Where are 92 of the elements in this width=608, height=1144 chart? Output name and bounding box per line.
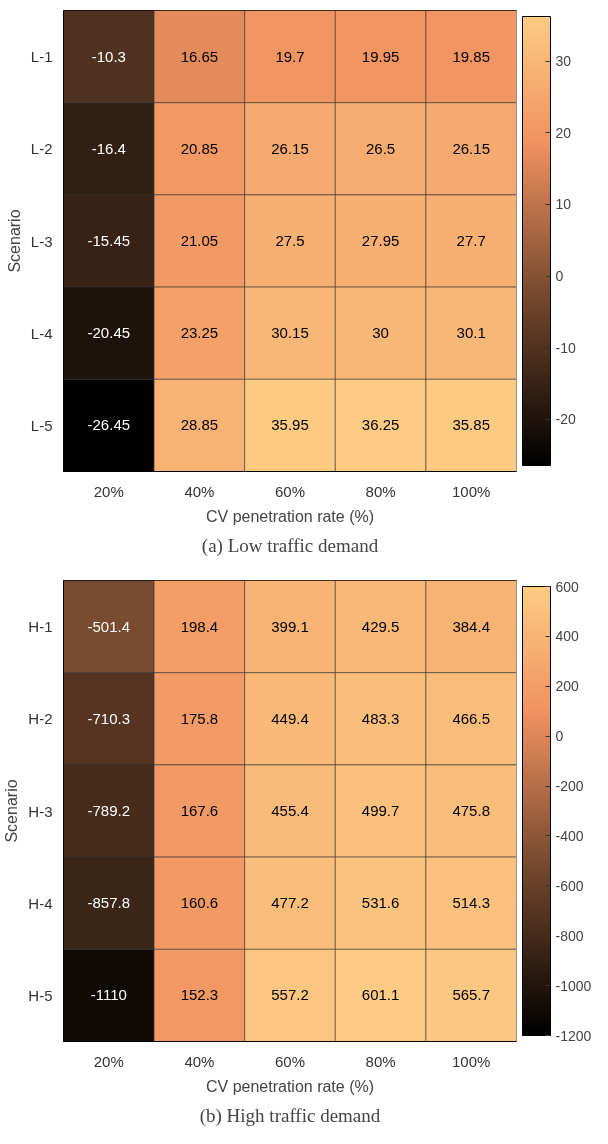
data-label: 167.6 (180, 802, 219, 819)
y-tick-label: L-1 (30, 48, 53, 66)
data-label: -1110 (90, 986, 127, 1004)
y-tick-label: L-3 (30, 232, 53, 250)
y-tick-label: H-5 (28, 986, 53, 1004)
data-label: 483.3 (361, 709, 400, 727)
y-axis-title: Scenario (3, 779, 21, 843)
data-label: 19.85 (452, 47, 490, 65)
data-label: 499.7 (361, 802, 400, 819)
y-axis-title: Scenario (5, 209, 23, 273)
y-tick-label: H-4 (28, 894, 53, 912)
color-bar-label: 10 (555, 196, 572, 213)
y-tick-label: H-1 (28, 618, 53, 636)
text: (b) High traffic demand (199, 1104, 381, 1127)
data-label: 19.95 (361, 47, 400, 65)
data-label: 565.7 (452, 986, 490, 1004)
data-label: 30.15 (271, 324, 309, 342)
data-label: -16.4 (91, 139, 126, 157)
data-label: 27.95 (361, 232, 400, 249)
data-label: 601.1 (361, 986, 400, 1004)
data-label: 475.8 (452, 802, 490, 819)
color-bar-label: 0 (555, 728, 564, 745)
color-bar-label: 30 (555, 53, 572, 70)
data-label: 36.25 (361, 416, 400, 434)
data-label: 35.85 (452, 416, 490, 434)
data-label: 160.6 (180, 894, 219, 912)
y-tick-label: H-3 (28, 802, 53, 820)
color-bar-label: -200 (555, 778, 584, 795)
data-label: 16.65 (180, 47, 219, 65)
data-label: 514.3 (452, 894, 490, 912)
data-label: 26.5 (366, 139, 396, 157)
color-bar-label: 200 (555, 678, 580, 695)
data-label: 531.6 (361, 894, 400, 912)
data-label: -10.3 (91, 47, 126, 65)
data-label: 27.7 (456, 232, 486, 249)
data-label: 399.1 (271, 617, 309, 635)
data-label: 455.4 (271, 802, 309, 819)
data-label: 19.7 (275, 47, 305, 65)
x-tick-label: 40% (184, 482, 215, 500)
data-label: 23.25 (180, 324, 219, 342)
x-tick-label: 100% (452, 482, 491, 500)
data-label: 152.3 (180, 986, 219, 1004)
data-label: 21.05 (180, 232, 219, 249)
color-bar-label: -10 (555, 339, 576, 356)
data-label: 449.4 (271, 709, 309, 727)
data-label: 30.1 (456, 324, 486, 342)
color-bar-label: 400 (555, 628, 580, 645)
data-label: 175.8 (180, 709, 219, 727)
x-tick-label: 60% (274, 1052, 306, 1070)
text: (a) Low traffic demand (201, 534, 379, 557)
color-bar-label: -1200 (555, 1027, 592, 1044)
data-label: 28.85 (180, 416, 219, 434)
y-tick-label: L-5 (30, 416, 53, 434)
data-label: 30 (372, 324, 389, 342)
data-label: 466.5 (452, 709, 490, 727)
x-axis-title: CV penetration rate (%) (205, 1077, 375, 1095)
data-label: 20.85 (180, 139, 219, 157)
x-axis-title: CV penetration rate (%) (205, 507, 375, 525)
data-label: -20.45 (87, 324, 131, 342)
color-bar-label: 600 (555, 578, 580, 595)
x-tick-label: 20% (93, 482, 124, 500)
x-tick-label: 80% (365, 482, 396, 500)
x-tick-label: 40% (184, 1052, 215, 1070)
data-label: 26.15 (452, 139, 490, 157)
color-bar-label: -800 (555, 927, 584, 944)
data-label: -26.45 (87, 416, 131, 434)
data-label: 477.2 (271, 894, 309, 912)
color-bar-label: -1000 (555, 977, 592, 994)
color-bar-label: -600 (555, 877, 584, 894)
data-label: 198.4 (180, 617, 219, 635)
x-tick-label: 60% (274, 482, 306, 500)
color-bar-label: -400 (555, 827, 584, 844)
color-bar-label: 0 (555, 268, 564, 285)
data-label: 384.4 (452, 617, 490, 635)
data-label: -789.2 (87, 802, 131, 819)
data-label: -15.45 (87, 232, 131, 249)
color-bar-label: 20 (555, 124, 572, 141)
data-label: 429.5 (361, 617, 400, 635)
y-tick-label: L-2 (30, 140, 53, 158)
y-tick-label: H-2 (28, 710, 53, 728)
data-label: 35.95 (271, 416, 309, 434)
x-tick-label: 100% (452, 1052, 491, 1070)
data-label: -501.4 (87, 617, 131, 635)
y-tick-label: L-4 (30, 324, 53, 342)
x-tick-label: 20% (93, 1052, 124, 1070)
color-bar-label: -20 (555, 411, 576, 428)
x-tick-label: 80% (365, 1052, 396, 1070)
data-label: 26.15 (271, 139, 309, 157)
data-label: 27.5 (275, 232, 305, 249)
data-label: -857.8 (87, 894, 131, 912)
data-label: -710.3 (87, 709, 131, 727)
data-label: 557.2 (271, 986, 309, 1004)
